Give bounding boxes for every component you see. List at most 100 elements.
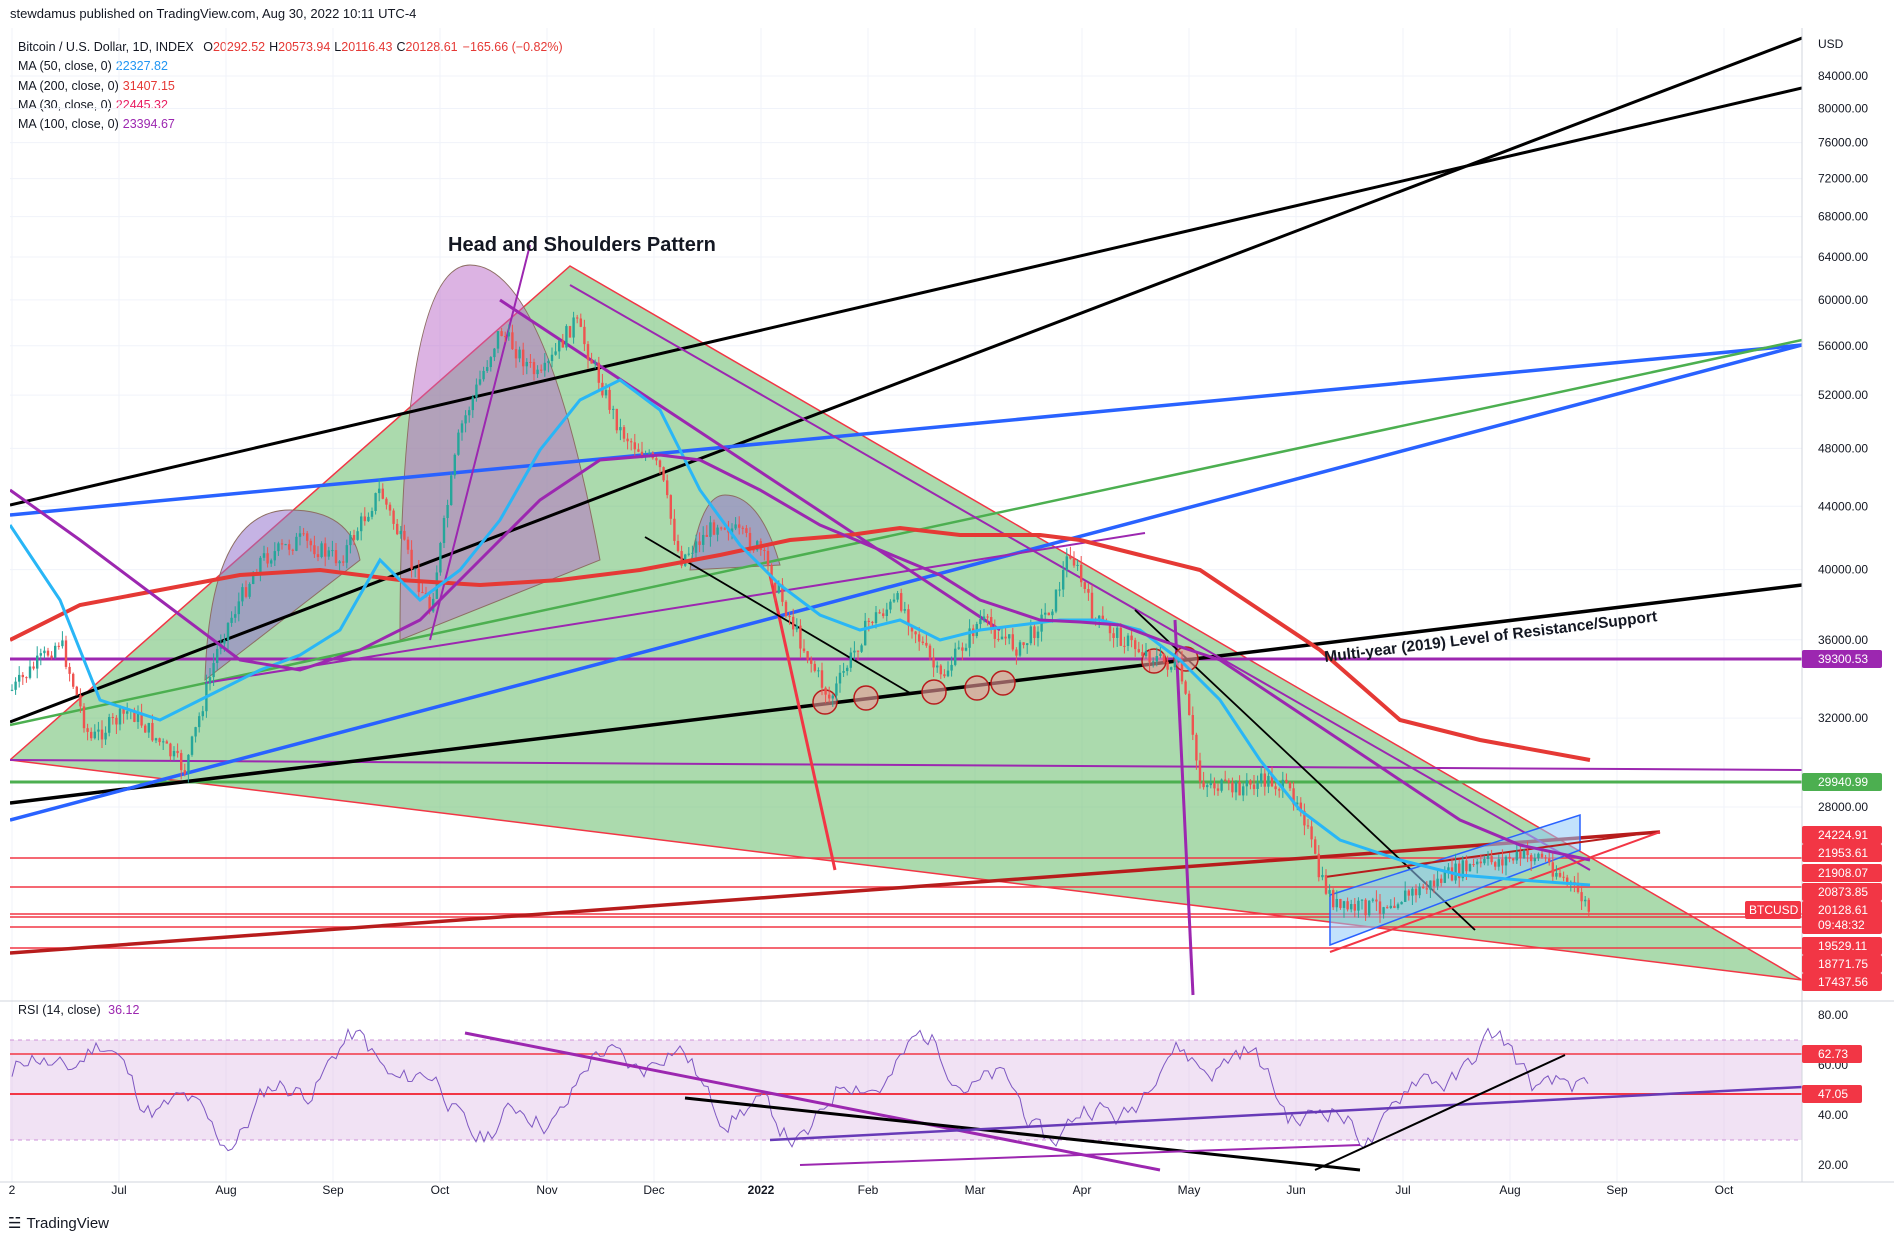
ma-legend-row[interactable]: MA (100, close, 0) 23394.67 bbox=[18, 115, 563, 134]
candle-body bbox=[363, 516, 366, 522]
candle-body bbox=[860, 645, 863, 652]
candle-body bbox=[1292, 788, 1295, 805]
price-badge: 21953.61 bbox=[1802, 844, 1882, 862]
candle-body bbox=[1465, 860, 1468, 872]
candle-body bbox=[374, 493, 377, 511]
candle-body bbox=[939, 665, 942, 675]
candle-body bbox=[518, 349, 521, 359]
candle-body bbox=[10, 689, 14, 691]
candle-body bbox=[136, 712, 140, 722]
candle-body bbox=[838, 672, 842, 684]
rsi-legend[interactable]: RSI (14, close) 36.12 bbox=[18, 1003, 139, 1017]
candle-body bbox=[997, 638, 1000, 640]
candle-body bbox=[208, 677, 212, 684]
price-badge-label: 20873.85 bbox=[1818, 885, 1868, 899]
price-badge-label: 39300.53 bbox=[1818, 652, 1868, 666]
candle-body bbox=[306, 533, 309, 541]
candle-body bbox=[612, 408, 615, 410]
ma-legend-row[interactable]: MA (200, close, 0) 31407.15 bbox=[18, 77, 563, 96]
candle-body bbox=[658, 460, 662, 468]
candle-body bbox=[1389, 905, 1392, 908]
price-badge: 19529.11 bbox=[1802, 937, 1882, 955]
candle-body bbox=[1220, 779, 1223, 791]
candle-body bbox=[396, 523, 399, 535]
candle-body bbox=[1555, 872, 1558, 877]
candle-body bbox=[608, 389, 611, 410]
candle-body bbox=[990, 617, 993, 629]
candle-body bbox=[1537, 853, 1540, 859]
price-badge-label: 09:48:32 bbox=[1818, 918, 1865, 932]
price-badge-label: 19529.11 bbox=[1818, 939, 1867, 953]
price-badge-label: 18771.75 bbox=[1818, 957, 1868, 971]
candle-body bbox=[241, 587, 244, 602]
blue-trendline-upper bbox=[10, 343, 1802, 517]
candle-body bbox=[1123, 645, 1126, 647]
candle-body bbox=[392, 510, 395, 524]
candle-body bbox=[18, 674, 21, 682]
candle-body bbox=[54, 645, 57, 658]
candle-body bbox=[39, 653, 42, 656]
candle-body bbox=[118, 708, 122, 725]
price-badge-label: 20128.61 bbox=[1818, 903, 1868, 917]
candle-body bbox=[43, 650, 46, 654]
candle-body bbox=[1393, 905, 1396, 909]
candle-body bbox=[234, 614, 237, 618]
time-tick-label: Aug bbox=[215, 1183, 236, 1197]
candle-body bbox=[1213, 783, 1216, 789]
price-tick-label: 80000.00 bbox=[1818, 101, 1868, 115]
candle-body bbox=[453, 454, 456, 476]
time-tick-label: Oct bbox=[1715, 1183, 1734, 1197]
candle-body bbox=[327, 550, 330, 557]
candle-body bbox=[1047, 612, 1050, 616]
candle-body bbox=[907, 609, 910, 626]
candle-body bbox=[410, 549, 413, 569]
candle-body bbox=[97, 729, 100, 732]
candle-body bbox=[100, 729, 104, 740]
ohlc-h: H20573.94 bbox=[269, 40, 331, 54]
candle-body bbox=[968, 628, 971, 648]
candle-body bbox=[1004, 636, 1007, 639]
candle-body bbox=[356, 531, 359, 540]
price-tick-label: 84000.00 bbox=[1818, 69, 1868, 83]
black-trendline-upper bbox=[10, 86, 1802, 507]
tradingview-brand[interactable]: ☱ TradingView bbox=[8, 1214, 109, 1233]
candle-body bbox=[889, 601, 892, 610]
candle-body bbox=[1490, 856, 1493, 863]
price-tick-label: 68000.00 bbox=[1818, 210, 1868, 224]
candle-body bbox=[1317, 853, 1320, 878]
time-tick-label: Jul bbox=[111, 1183, 126, 1197]
candle-body bbox=[1170, 667, 1173, 670]
candle-body bbox=[1148, 650, 1151, 663]
candle-body bbox=[1098, 615, 1101, 620]
candle-body bbox=[1522, 850, 1526, 858]
candle-body bbox=[32, 666, 35, 669]
rsi-panel bbox=[10, 1027, 1802, 1172]
price-axis: USD 84000.00 80000.00 76000.00 72000.00 68000… bbox=[0, 28, 1894, 1182]
candle-body bbox=[82, 706, 86, 729]
candle-body bbox=[399, 530, 402, 535]
candle-body bbox=[108, 717, 111, 733]
candle-body bbox=[111, 717, 114, 719]
price-badge-bg bbox=[1802, 883, 1882, 901]
price-badge-bg bbox=[1802, 916, 1882, 934]
candle-body bbox=[630, 441, 633, 443]
symbol-legend-row[interactable]: Bitcoin / U.S. Dollar, 1D, INDEX O20292.… bbox=[18, 38, 563, 57]
blue-trendline-lower bbox=[10, 343, 1802, 822]
candle-body bbox=[1278, 789, 1281, 791]
candlestick-series bbox=[10, 311, 1590, 923]
candle-body bbox=[705, 534, 708, 537]
candle-body bbox=[1540, 853, 1544, 858]
candle-body bbox=[334, 550, 338, 564]
candle-body bbox=[324, 543, 327, 557]
candle-body bbox=[1310, 826, 1313, 840]
candle-body bbox=[874, 612, 878, 624]
ma-value: 23394.67 bbox=[122, 117, 175, 132]
ma-value: 22327.82 bbox=[115, 59, 168, 74]
candle-body bbox=[1443, 870, 1446, 883]
neckline bbox=[204, 532, 1146, 684]
candle-body bbox=[1386, 907, 1389, 909]
candle-body bbox=[1414, 888, 1418, 896]
ma-legend-row[interactable]: MA (50, close, 0) 22327.82 bbox=[18, 57, 563, 76]
candle-body bbox=[979, 618, 982, 625]
